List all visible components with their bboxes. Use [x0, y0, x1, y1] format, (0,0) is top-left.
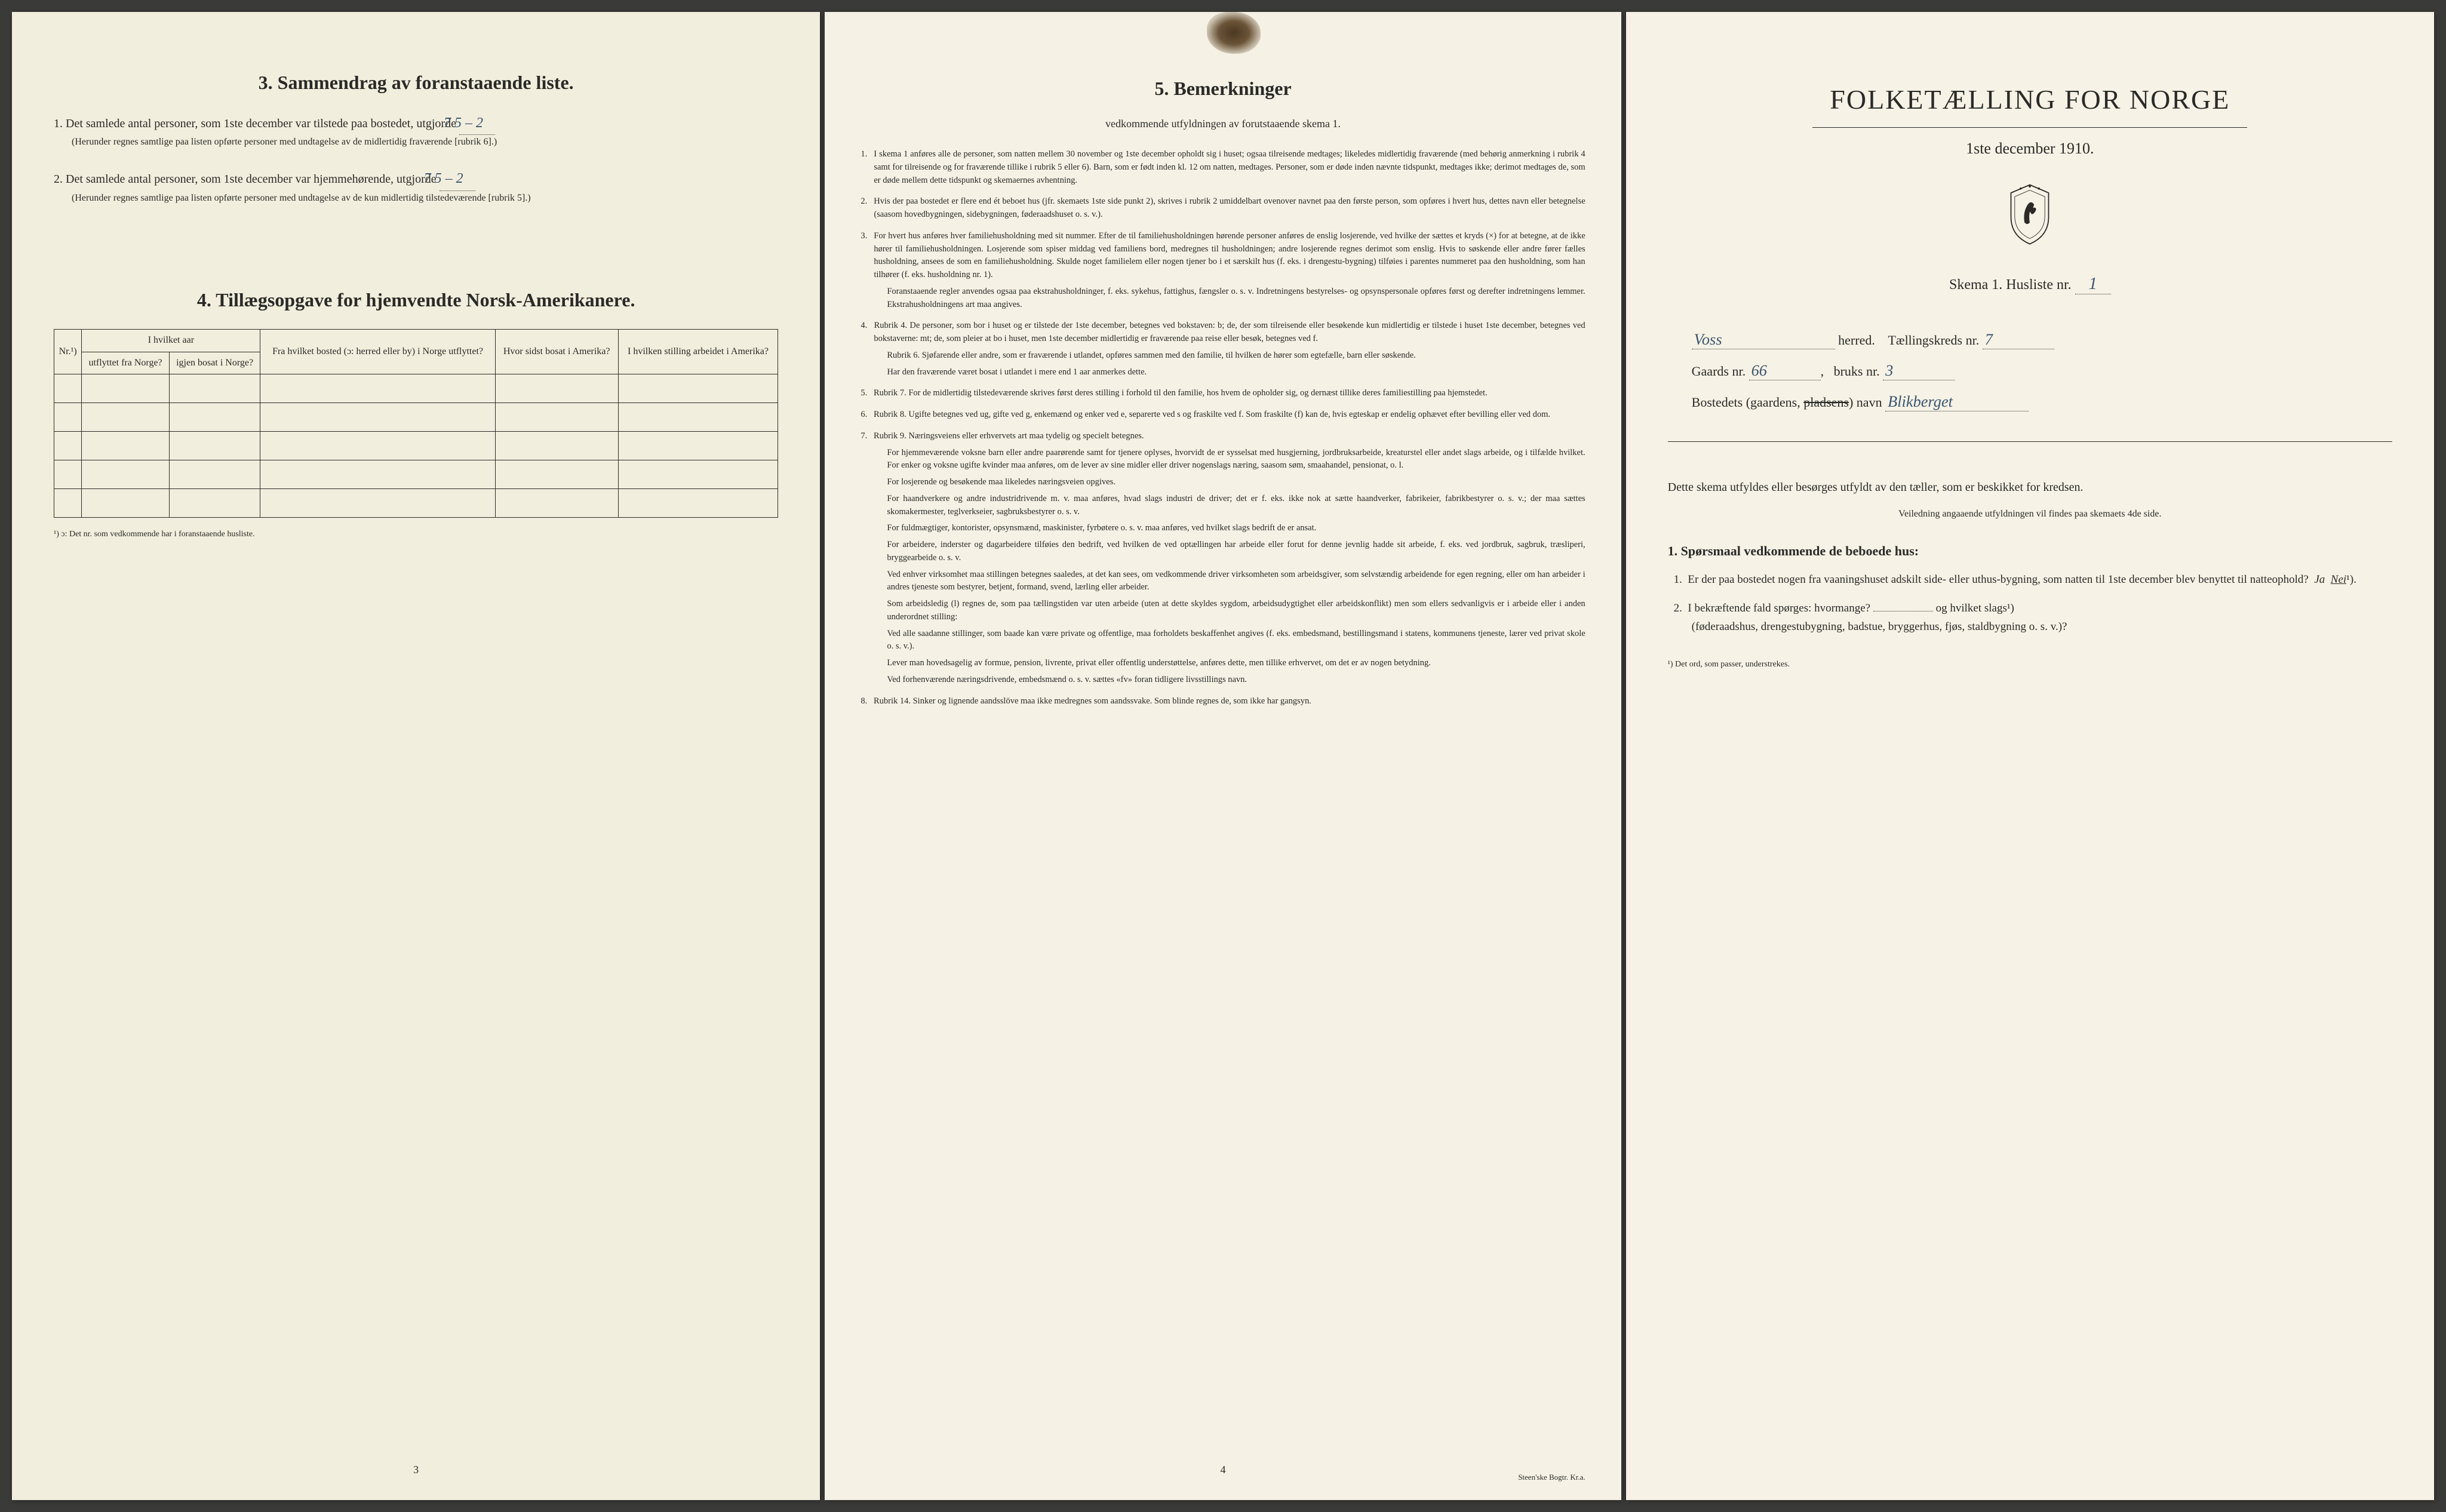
- emigrant-tbody: [54, 374, 778, 518]
- herred-label: herred.: [1838, 333, 1875, 348]
- th-nr: Nr.¹): [54, 329, 82, 374]
- summary-question-1: 1. Det samlede antal personer, som 1ste …: [54, 112, 778, 149]
- house-question-1: 1. Er der paa bostedet nogen fra vaaning…: [1692, 571, 2392, 589]
- remark-7-sub-2: For haandverkere og andre industridriven…: [887, 493, 1585, 519]
- instruction-subtext: Veiledning angaaende utfyldningen vil fi…: [1668, 509, 2392, 520]
- cover-footnote: ¹) Det ord, som passer, understrekes.: [1668, 660, 2392, 669]
- remark-7-sub-4: For arbeidere, inderster og dagarbeidere…: [887, 539, 1585, 565]
- section-3-title: 3. Sammendrag av foranstaaende liste.: [54, 72, 778, 94]
- section-5-subtitle: vedkommende utfyldningen av forutstaaend…: [861, 118, 1585, 130]
- page-number-3: 3: [413, 1464, 419, 1476]
- panel-page-3: 3. Sammendrag av foranstaaende liste. 1.…: [12, 12, 820, 1500]
- summary-question-2: 2. Det samlede antal personer, som 1ste …: [54, 167, 778, 205]
- section-4-title: 4. Tillægsopgave for hjemvendte Norsk-Am…: [54, 289, 778, 311]
- kreds-value: 7: [1983, 330, 2054, 349]
- gaards-label: Gaards nr.: [1692, 364, 1746, 379]
- q1-value: 7 5 – 2: [459, 112, 495, 135]
- skema-label: Skema 1. Husliste nr.: [1949, 277, 2072, 293]
- answer-ja: Ja: [2314, 573, 2325, 586]
- remark-4: 4. Rubrik 4. De personer, som bor i huse…: [861, 319, 1585, 379]
- husliste-nr: 1: [2075, 274, 2111, 294]
- kreds-label: Tællingskreds nr.: [1888, 333, 1979, 348]
- skema-line: Skema 1. Husliste nr. 1: [1668, 274, 2392, 294]
- questions-heading: 1. Spørsmaal vedkommende de beboede hus:: [1668, 543, 2392, 559]
- q2-value: 7 5 – 2: [440, 167, 475, 190]
- th-returned: igjen bosat i Norge?: [169, 352, 260, 374]
- bruks-value: 3: [1883, 361, 1955, 380]
- page-number-4: 4: [1220, 1464, 1225, 1476]
- remark-3: 3. For hvert hus anføres hver familiehus…: [861, 230, 1585, 312]
- table-row: [54, 374, 778, 403]
- bruks-label: bruks nr.: [1834, 364, 1880, 379]
- remark-7-sub-5: Ved enhver virksomhet maa stillingen bet…: [887, 568, 1585, 595]
- instruction-text: Dette skema utfyldes eller besørges utfy…: [1668, 478, 2392, 497]
- table-row: [54, 460, 778, 489]
- q2-note: (Herunder regnes samtlige paa listen opf…: [90, 191, 778, 205]
- herred-row: Voss herred. Tællingskreds nr. 7: [1668, 330, 2392, 349]
- th-year-group: I hvilket aar: [82, 329, 260, 352]
- remark-2: 2. Hvis der paa bostedet er flere end ét…: [861, 195, 1585, 222]
- remark-7-sub-7: Ved alle saadanne stillinger, som baade …: [887, 628, 1585, 654]
- section-5-title: 5. Bemerkninger: [861, 78, 1585, 100]
- bosted-row: Bostedets (gaardens, pladsens) navn Blik…: [1668, 392, 2392, 411]
- bosted-label-2: ) navn: [1849, 395, 1882, 410]
- census-document: 3. Sammendrag av foranstaaende liste. 1.…: [12, 12, 2434, 1500]
- house-question-2: 2. I bekræftende fald spørges: hvormange…: [1692, 600, 2392, 636]
- remark-7: 7. Rubrik 9. Næringsveiens eller erhverv…: [861, 430, 1585, 687]
- census-main-title: FOLKETÆLLING FOR NORGE: [1668, 84, 2392, 115]
- remark-3-sub: Foranstaaende regler anvendes ogsaa paa …: [887, 285, 1585, 312]
- bosted-strike: pladsens: [1803, 395, 1849, 410]
- panel-cover: FOLKETÆLLING FOR NORGE 1ste december 191…: [1626, 12, 2434, 1500]
- remark-8: 8. Rubrik 14. Sinker og lignende aandssl…: [861, 695, 1585, 708]
- divider-rule: [1668, 441, 2392, 442]
- census-date: 1ste december 1910.: [1668, 140, 2392, 158]
- remarks-list: 1. I skema 1 anføres alle de personer, s…: [861, 148, 1585, 708]
- th-last-america: Hvor sidst bosat i Amerika?: [495, 329, 618, 374]
- emigrant-table: Nr.¹) I hvilket aar Fra hvilket bosted (…: [54, 329, 778, 518]
- remark-7-sub-9: Ved forhenværende næringsdrivende, embed…: [887, 674, 1585, 687]
- table-row: [54, 489, 778, 518]
- remark-5: 5. Rubrik 7. For de midlertidig tilstede…: [861, 387, 1585, 400]
- remark-7-sub-1: For losjerende og besøkende maa likelede…: [887, 476, 1585, 489]
- table-footnote: ¹) ɔ: Det nr. som vedkommende har i fora…: [54, 530, 778, 539]
- q2-examples: (føderaadshus, drengestubygning, badstue…: [1692, 620, 2067, 633]
- bosted-label: Bostedets (gaardens,: [1692, 395, 1804, 410]
- coat-of-arms: [1668, 182, 2392, 250]
- herred-value: Voss: [1692, 330, 1835, 349]
- crest-icon: [2003, 182, 2057, 247]
- th-from-place: Fra hvilket bosted (ɔ: herred eller by) …: [260, 329, 495, 374]
- remark-1: 1. I skema 1 anføres alle de personer, s…: [861, 148, 1585, 187]
- remark-7-sub-0: For hjemmeværende voksne barn eller andr…: [887, 447, 1585, 473]
- q1-note: (Herunder regnes samtlige paa listen opf…: [90, 135, 778, 149]
- remark-7-sub-3: For fuldmægtiger, kontorister, opsynsmæn…: [887, 522, 1585, 535]
- printer-mark: Steen'ske Bogtr. Kr.a.: [1518, 1473, 1585, 1482]
- answer-sup: ¹).: [2346, 573, 2356, 586]
- q2-text: Det samlede antal personer, som 1ste dec…: [66, 173, 437, 186]
- remark-7-sub-6: Som arbeidsledig (l) regnes de, som paa …: [887, 598, 1585, 624]
- gaards-value: 66: [1749, 361, 1821, 380]
- table-row: [54, 403, 778, 432]
- bosted-value: Blikberget: [1885, 392, 2029, 411]
- remark-6: 6. Rubrik 8. Ugifte betegnes ved ug, gif…: [861, 408, 1585, 422]
- answer-nei: Nei: [2331, 573, 2346, 586]
- panel-page-4: 5. Bemerkninger vedkommende utfyldningen…: [825, 12, 1621, 1500]
- q1-text: Det samlede antal personer, som 1ste dec…: [66, 117, 456, 130]
- remark-7-sub-8: Lever man hovedsagelig av formue, pensio…: [887, 657, 1585, 670]
- table-row: [54, 432, 778, 460]
- stain-mark: [1207, 12, 1261, 54]
- th-occupation: I hvilken stilling arbeidet i Amerika?: [618, 329, 778, 374]
- gaards-row: Gaards nr. 66, bruks nr. 3: [1668, 361, 2392, 380]
- th-emigrated: utflyttet fra Norge?: [82, 352, 169, 374]
- remark-4-sub-b: Har den fraværende været bosat i utlande…: [887, 366, 1585, 379]
- emigrant-table-wrap: Nr.¹) I hvilket aar Fra hvilket bosted (…: [54, 329, 778, 518]
- remark-4-sub-a: Rubrik 6. Sjøfarende eller andre, som er…: [887, 349, 1585, 362]
- title-rule: [1812, 127, 2247, 128]
